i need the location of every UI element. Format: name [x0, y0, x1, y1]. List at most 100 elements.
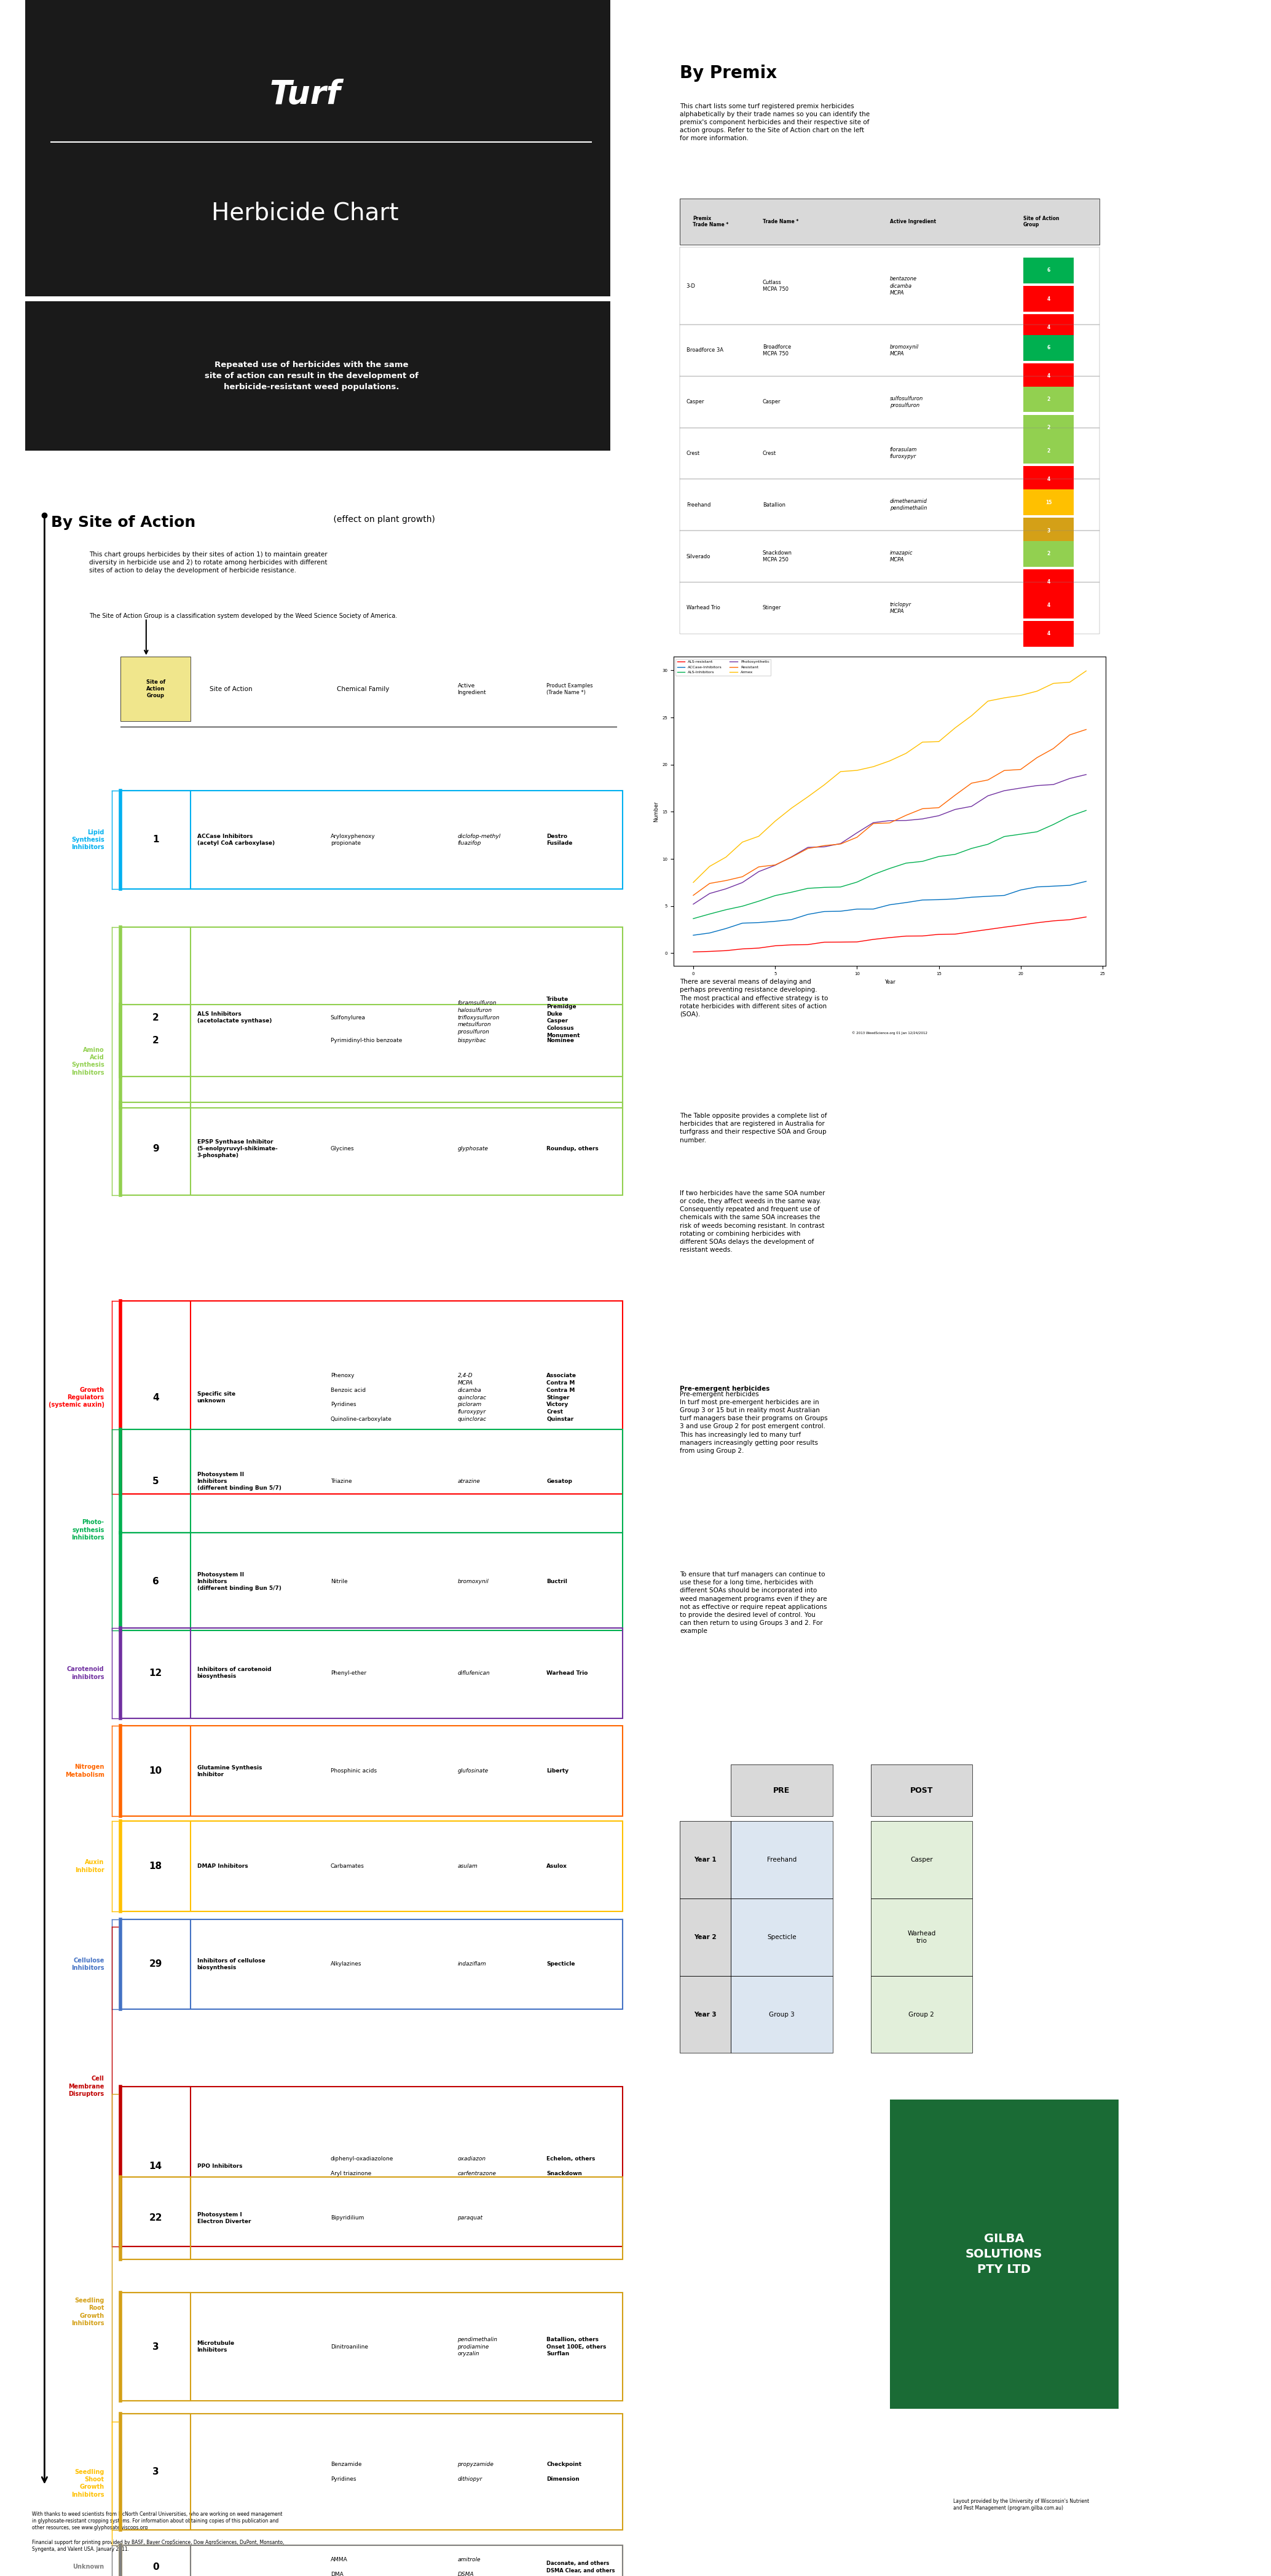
Text: 22: 22: [149, 2213, 163, 2223]
Armex: [1030, 680, 1045, 711]
Text: AMMA

DMA: AMMA DMA: [330, 2558, 347, 2576]
ALS-Inhibitors: [1013, 796, 1028, 827]
Armex: [996, 690, 1012, 721]
Text: Liberty: Liberty: [547, 1767, 568, 1775]
ALS-resistant: [882, 922, 897, 953]
Armex: [833, 781, 848, 811]
FancyBboxPatch shape: [121, 1005, 191, 1077]
Resistant: [1046, 708, 1061, 739]
Text: 4: 4: [153, 1394, 159, 1401]
Text: Photosystem II
Inhibitors
(different binding Bun 5/7): Photosystem II Inhibitors (different bin…: [197, 1571, 281, 1592]
Resistant: [735, 855, 750, 886]
Text: Phenyl-ether: Phenyl-ether: [330, 1669, 366, 1677]
Text: Pre-emergent herbicides: Pre-emergent herbicides: [680, 1386, 770, 1391]
Text: Broadforce
MCPA 750: Broadforce MCPA 750: [763, 345, 791, 355]
Armex: [915, 734, 930, 765]
FancyBboxPatch shape: [680, 1976, 731, 2053]
ALS-resistant: [963, 914, 979, 945]
Resistant: [718, 858, 733, 889]
Photosynthetic: [996, 778, 1012, 809]
ALS-Inhibitors: [1030, 796, 1045, 827]
FancyBboxPatch shape: [121, 1628, 191, 1718]
ACCase-Inhibitors: [963, 866, 979, 896]
Resistant: [1013, 721, 1028, 752]
Text: Gesatop: Gesatop: [547, 1479, 572, 1484]
FancyBboxPatch shape: [121, 791, 191, 889]
Text: There are several means of delaying and
perhaps preventing resistance developing: There are several means of delaying and …: [680, 979, 829, 1018]
Text: 6: 6: [1047, 345, 1050, 350]
Text: Triazine: Triazine: [330, 1479, 352, 1484]
Armex: [735, 827, 750, 858]
Resistant: [899, 765, 914, 796]
Text: Carotenoid
inhibitors: Carotenoid inhibitors: [67, 1667, 104, 1680]
Bar: [121, 1628, 623, 1718]
Text: Auxin
Inhibitor: Auxin Inhibitor: [75, 1860, 104, 1873]
Text: Warhead Trio: Warhead Trio: [547, 1669, 588, 1677]
Text: indaziflam: indaziflam: [458, 1960, 487, 1968]
Bar: [121, 1301, 191, 1494]
Y-axis label: Number: Number: [653, 801, 658, 822]
Text: ALS Inhibitors
(acetolactate synthase): ALS Inhibitors (acetolactate synthase): [197, 1012, 272, 1023]
ALS-Inhibitors: [899, 827, 914, 858]
Text: Turf: Turf: [269, 80, 341, 111]
Line: ALS-Inhibitors: ALS-Inhibitors: [693, 788, 1087, 922]
ACCase-Inhibitors: [685, 922, 700, 953]
ALS-resistant: [1063, 904, 1078, 935]
FancyBboxPatch shape: [121, 2414, 623, 2530]
Text: amitrole

DSMA: amitrole DSMA: [458, 2558, 480, 2576]
ALS-resistant: [980, 912, 995, 943]
Text: Site of Action
Group: Site of Action Group: [1023, 216, 1059, 227]
FancyBboxPatch shape: [1023, 592, 1074, 618]
Text: oxadiazon

carfentrazone: oxadiazon carfentrazone: [458, 2156, 496, 2177]
Bar: [121, 1821, 191, 1911]
FancyBboxPatch shape: [25, 0, 610, 296]
Text: Group 2: Group 2: [909, 2012, 934, 2017]
FancyBboxPatch shape: [121, 1533, 191, 1631]
Text: 4: 4: [1047, 580, 1050, 585]
Text: Freehand: Freehand: [686, 502, 710, 507]
ACCase-Inhibitors: [1063, 845, 1078, 876]
FancyBboxPatch shape: [121, 2087, 191, 2246]
Text: Broadforce 3A: Broadforce 3A: [686, 348, 723, 353]
Bar: [121, 791, 623, 889]
FancyBboxPatch shape: [1023, 466, 1074, 492]
ALS-resistant: [1013, 909, 1028, 940]
Legend: ALS-resistant, ACCase-Inhibitors, ALS-Inhibitors, Photosynthetic, Resistant, Arm: ALS-resistant, ACCase-Inhibitors, ALS-In…: [676, 659, 771, 675]
ACCase-Inhibitors: [899, 878, 914, 909]
Text: 18: 18: [149, 1862, 163, 1870]
Armex: [801, 793, 816, 824]
Text: 1: 1: [153, 835, 159, 845]
Bar: [121, 1301, 623, 1494]
Armex: [685, 858, 700, 889]
Text: bromoxynil: bromoxynil: [458, 1579, 489, 1584]
Text: Sulfonylurea: Sulfonylurea: [330, 1015, 366, 1020]
Text: 3: 3: [153, 2468, 159, 2476]
Bar: [731, 1765, 833, 1816]
ALS-Inhibitors: [963, 814, 979, 845]
Bar: [680, 582, 1099, 634]
Text: Site of
Action
Group: Site of Action Group: [146, 680, 165, 698]
Text: Active
Ingredient: Active Ingredient: [458, 683, 487, 696]
Text: 2: 2: [1047, 551, 1050, 556]
ALS-resistant: [948, 917, 963, 948]
ALS-resistant: [816, 927, 831, 958]
ALS-resistant: [866, 922, 881, 953]
Text: 12: 12: [149, 1669, 163, 1677]
Resistant: [751, 848, 766, 878]
Armex: [702, 845, 717, 876]
ALS-Inhibitors: [784, 868, 799, 899]
ALS-Inhibitors: [685, 907, 700, 938]
FancyBboxPatch shape: [121, 2545, 623, 2576]
Text: Site of Action: Site of Action: [210, 685, 253, 693]
Text: Nitrogen
Metabolism: Nitrogen Metabolism: [65, 1765, 104, 1777]
Bar: [731, 1821, 833, 1899]
Text: Phosphinic acids: Phosphinic acids: [330, 1767, 376, 1775]
Bar: [121, 1726, 191, 1816]
Text: Microtubule
Inhibitors: Microtubule Inhibitors: [197, 2342, 235, 2352]
Bar: [680, 376, 1099, 428]
ACCase-Inhibitors: [1030, 850, 1045, 881]
ACCase-Inhibitors: [833, 891, 848, 922]
Text: Asulox: Asulox: [547, 1862, 567, 1870]
Photosynthetic: [702, 878, 717, 909]
ALS-resistant: [1046, 907, 1061, 938]
